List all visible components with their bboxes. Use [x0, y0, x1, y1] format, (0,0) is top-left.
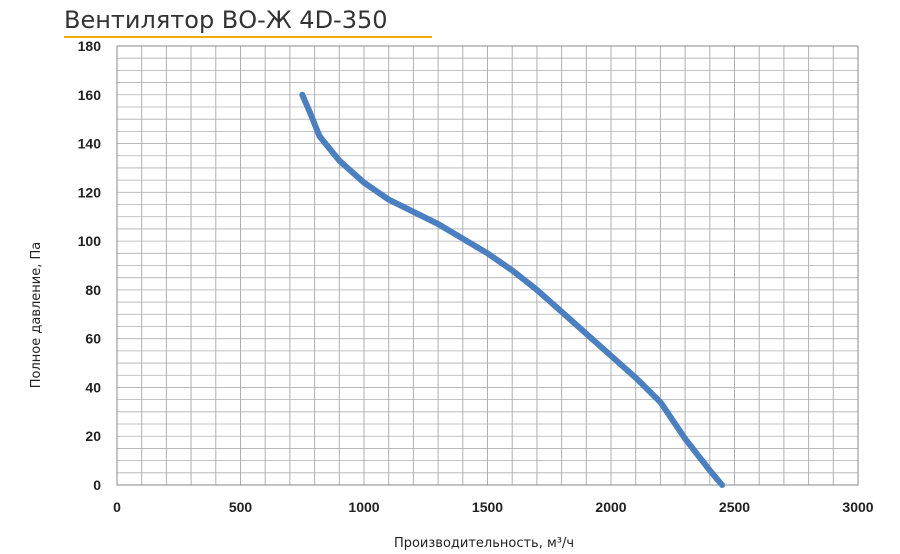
x-axis-label: Производительность, м³/ч — [394, 536, 574, 551]
x-tick-label: 3000 — [842, 499, 873, 515]
y-axis-label: Полное давление, Па — [29, 242, 44, 389]
x-tick-label: 0 — [113, 499, 121, 515]
series-line — [299, 91, 726, 488]
x-tick-labels: 0 500 1000 1500 2000 2500 3000 — [113, 499, 874, 515]
title-underline — [64, 36, 432, 38]
grid — [116, 45, 859, 486]
y-tick-label: 100 — [78, 233, 102, 249]
y-tick-label: 180 — [78, 38, 102, 54]
y-tick-label: 40 — [85, 379, 101, 395]
plot-frame — [116, 45, 859, 486]
y-tick-label: 140 — [78, 136, 102, 152]
series — [299, 91, 726, 488]
y-tick-label: 0 — [93, 477, 101, 493]
y-tick-label: 20 — [85, 428, 101, 444]
x-tick-label: 500 — [229, 499, 253, 515]
x-tick-label: 2000 — [595, 499, 626, 515]
x-tick-label: 1000 — [348, 499, 379, 515]
y-tick-label: 160 — [78, 87, 102, 103]
x-tick-label: 1500 — [472, 499, 503, 515]
y-tick-label: 80 — [85, 282, 101, 298]
y-tick-label: 120 — [78, 184, 102, 200]
y-tick-labels: 0 20 40 60 80 100 120 140 160 180 — [78, 38, 102, 493]
x-tick-label: 2500 — [719, 499, 750, 515]
y-tick-label: 60 — [85, 331, 101, 347]
chart-title: Вентилятор ВО-Ж 4D-350 — [64, 6, 388, 34]
